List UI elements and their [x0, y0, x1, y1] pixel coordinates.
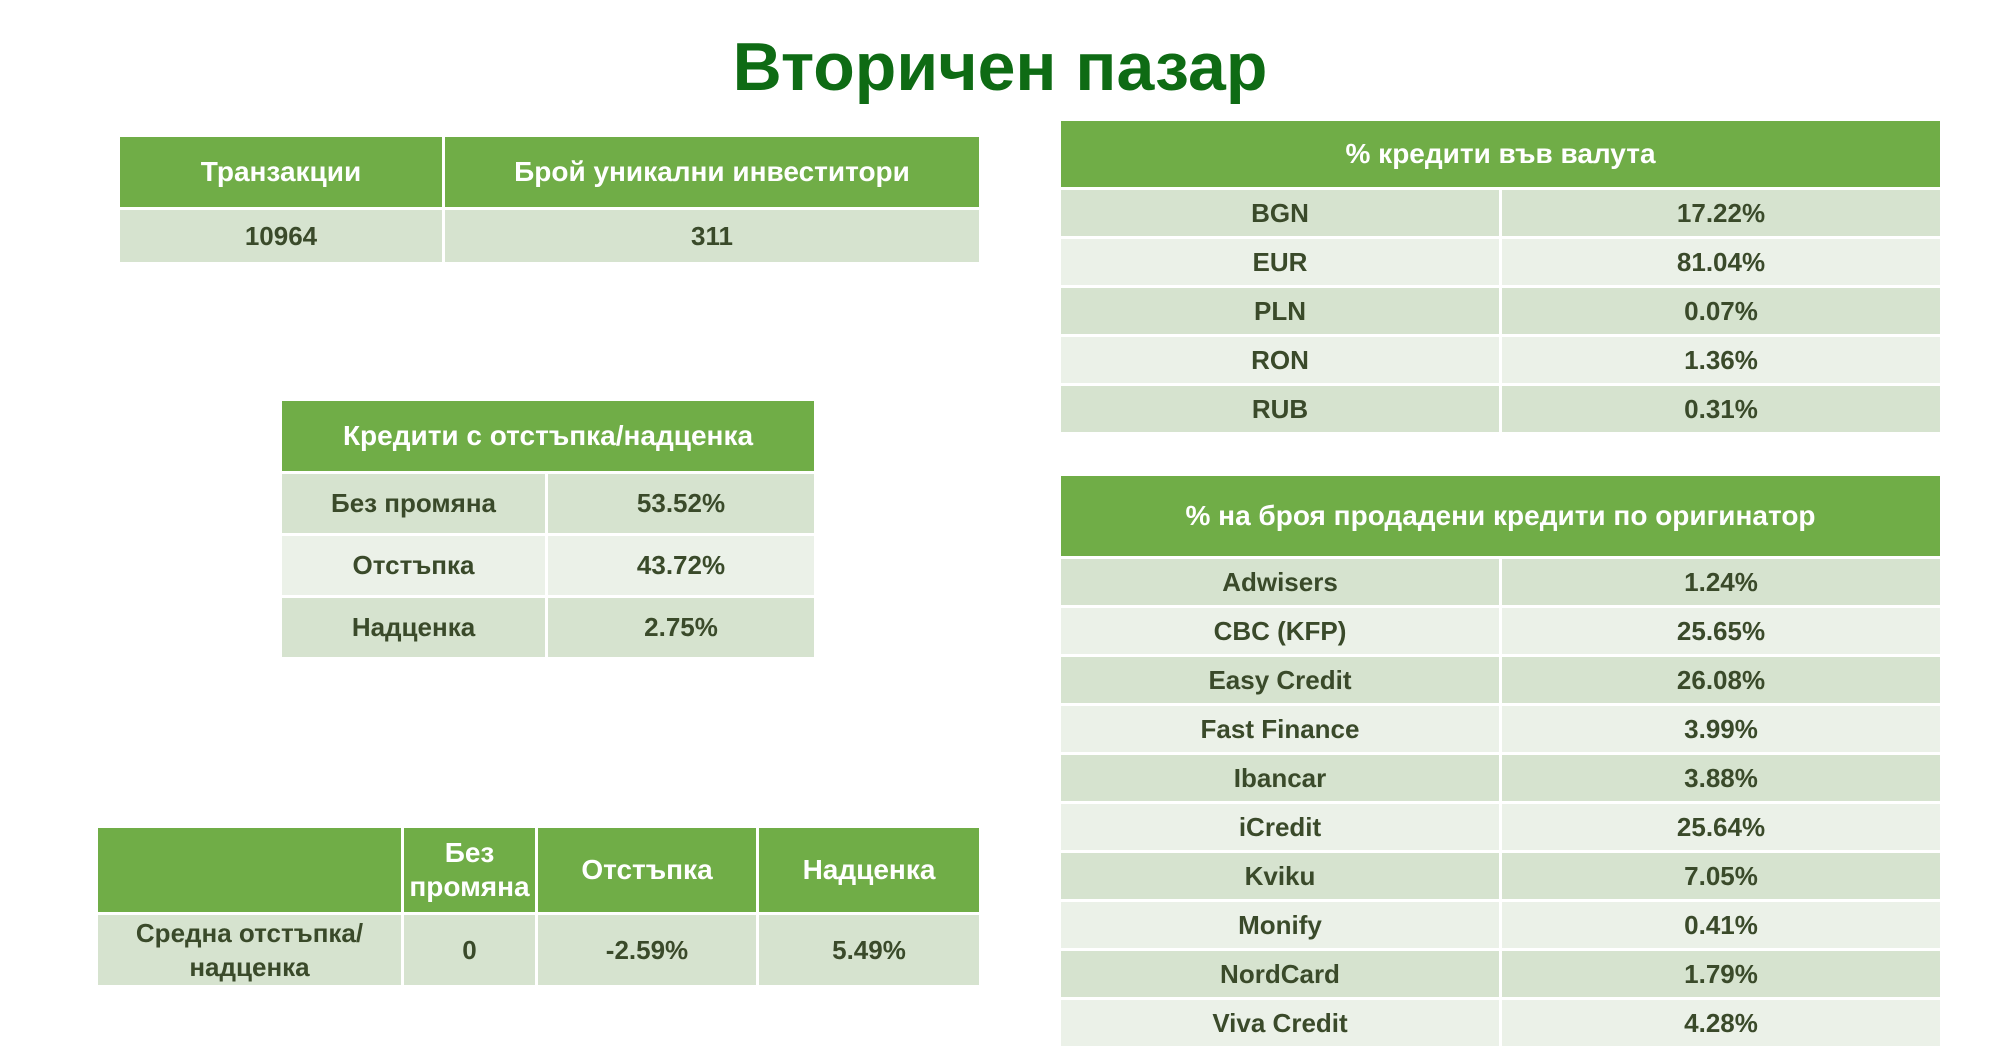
- avg-header-no-change: Без промяна: [401, 825, 538, 915]
- originator-name: Kviku: [1058, 850, 1502, 902]
- currency-code: EUR: [1058, 236, 1502, 288]
- row-label: Без промяна: [279, 471, 548, 536]
- originator-name: Ibancar: [1058, 752, 1502, 804]
- originator-name: Viva Credit: [1058, 997, 1502, 1049]
- row-value: 43.72%: [544, 533, 818, 598]
- currency-share: 0.07%: [1498, 285, 1944, 337]
- table-row: Easy Credit 26.08%: [1058, 654, 1944, 706]
- originator-name: CBC (KFP): [1058, 605, 1502, 657]
- currency-share: 1.36%: [1498, 334, 1944, 386]
- page-title: Вторичен пазар: [732, 29, 1268, 105]
- table-row: EUR 81.04%: [1058, 236, 1944, 288]
- currency-share: 17.22%: [1498, 187, 1944, 239]
- currency-share: 81.04%: [1498, 236, 1944, 288]
- originator-name: NordCard: [1058, 948, 1502, 1000]
- table-row: Adwisers 1.24%: [1058, 556, 1944, 608]
- transactions-table: Транзакции Брой уникални инвеститори 109…: [117, 134, 982, 265]
- table-row: NordCard 1.79%: [1058, 948, 1944, 1000]
- originator-share: 4.28%: [1498, 997, 1944, 1049]
- originator-share: 7.05%: [1498, 850, 1944, 902]
- originator-share: 25.65%: [1498, 605, 1944, 657]
- average-discount-table: Без промяна Отстъпка Надценка Средна отс…: [95, 825, 982, 988]
- table-row: Monify 0.41%: [1058, 899, 1944, 951]
- avg-discount-value: -2.59%: [535, 912, 759, 988]
- table-row: 10964 311: [117, 207, 982, 265]
- row-value: 2.75%: [544, 595, 818, 660]
- originator-table: % на броя продадени кредити по оригинато…: [1057, 473, 1944, 1049]
- currency-code: BGN: [1058, 187, 1502, 239]
- table-row: BGN 17.22%: [1058, 187, 1944, 239]
- table-row: Без промяна 53.52%: [279, 471, 818, 536]
- row-label: Надценка: [279, 595, 548, 660]
- avg-header-discount: Отстъпка: [535, 825, 759, 915]
- table-row: Fast Finance 3.99%: [1058, 703, 1944, 755]
- unique-investors-value: 311: [442, 207, 982, 265]
- header-unique-investors: Брой уникални инвеститори: [442, 134, 982, 210]
- originator-name: Adwisers: [1058, 556, 1502, 608]
- table-row: Kviku 7.05%: [1058, 850, 1944, 902]
- originator-name: Fast Finance: [1058, 703, 1502, 755]
- currency-share: 0.31%: [1498, 383, 1944, 435]
- originator-share: 3.88%: [1498, 752, 1944, 804]
- header-transactions: Транзакции: [117, 134, 445, 210]
- table-row: Надценка 2.75%: [279, 595, 818, 660]
- table-row: RON 1.36%: [1058, 334, 1944, 386]
- originator-share: 0.41%: [1498, 899, 1944, 951]
- originator-share: 1.79%: [1498, 948, 1944, 1000]
- currency-code: RON: [1058, 334, 1502, 386]
- originator-name: Easy Credit: [1058, 654, 1502, 706]
- currency-table: % кредити във валута BGN 17.22% EUR 81.0…: [1057, 118, 1944, 435]
- originator-name: iCredit: [1058, 801, 1502, 853]
- transactions-value: 10964: [117, 207, 445, 265]
- originator-share: 26.08%: [1498, 654, 1944, 706]
- table-row: RUB 0.31%: [1058, 383, 1944, 435]
- table-row: Отстъпка 43.72%: [279, 533, 818, 598]
- originator-name: Monify: [1058, 899, 1502, 951]
- table-row: CBC (KFP) 25.65%: [1058, 605, 1944, 657]
- row-label: Отстъпка: [279, 533, 548, 598]
- originator-share: 3.99%: [1498, 703, 1944, 755]
- avg-row-label: Средна отстъпка/надценка: [95, 912, 404, 988]
- table-row: Ibancar 3.88%: [1058, 752, 1944, 804]
- originator-share: 1.24%: [1498, 556, 1944, 608]
- currency-code: PLN: [1058, 285, 1502, 337]
- currency-table-header: % кредити във валута: [1057, 118, 1944, 190]
- table-row: iCredit 25.64%: [1058, 801, 1944, 853]
- originator-table-header: % на броя продадени кредити по оригинато…: [1057, 473, 1944, 559]
- table-row: Viva Credit 4.28%: [1058, 997, 1944, 1049]
- discount-premium-table: Кредити с отстъпка/надценка Без промяна …: [278, 398, 818, 660]
- originator-share: 25.64%: [1498, 801, 1944, 853]
- avg-premium-value: 5.49%: [756, 912, 982, 988]
- discount-table-header: Кредити с отстъпка/надценка: [278, 398, 818, 474]
- row-value: 53.52%: [544, 471, 818, 536]
- avg-header-premium: Надценка: [756, 825, 982, 915]
- table-row: PLN 0.07%: [1058, 285, 1944, 337]
- table-row: Средна отстъпка/надценка 0 -2.59% 5.49%: [95, 912, 982, 988]
- avg-no-change-value: 0: [401, 912, 538, 988]
- currency-code: RUB: [1058, 383, 1502, 435]
- avg-header-empty: [95, 825, 404, 915]
